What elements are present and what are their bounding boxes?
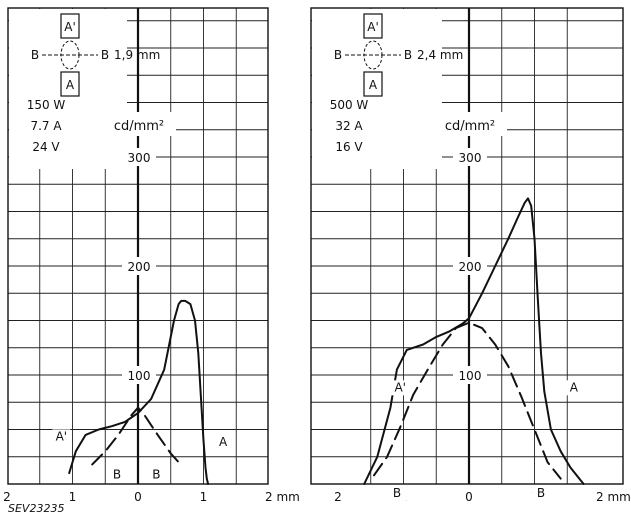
spec-line: 7.7 A bbox=[30, 119, 62, 133]
ytick-mask bbox=[122, 366, 156, 384]
y-axis-label: cd/mm² bbox=[114, 119, 164, 134]
spec-line: 16 V bbox=[335, 140, 363, 154]
y-tick-label: 200 bbox=[459, 260, 482, 274]
ytick-mask bbox=[122, 148, 156, 166]
electrode-top bbox=[60, 13, 80, 39]
electrode-right-label: B bbox=[101, 48, 109, 62]
ytick-mask bbox=[453, 366, 487, 384]
y-tick-label: 100 bbox=[459, 369, 482, 383]
spec-line: 32 A bbox=[335, 119, 363, 133]
electrode-top-label: A' bbox=[64, 20, 76, 34]
x-tick-label: 2 bbox=[3, 490, 11, 504]
spec-line: 24 V bbox=[32, 140, 60, 154]
figure-code: SEV23235 bbox=[8, 502, 64, 515]
x-tick-label: 1 bbox=[200, 490, 208, 504]
y-tick-label: 300 bbox=[459, 151, 482, 165]
chart-panel-1: A' A B B 1,9 mm 150 W 7.7 A 24 V cd/mm² 100 200 300… bbox=[3, 7, 300, 504]
spec-line: 150 W bbox=[27, 98, 66, 112]
annotation-mask bbox=[108, 467, 127, 483]
x-tick-label: 2 mm bbox=[265, 490, 300, 504]
x-tick-label: 2 bbox=[334, 490, 342, 504]
curve-annotation: A bbox=[219, 435, 228, 449]
electrode-right-label: B bbox=[404, 48, 412, 62]
electrode-left-label: B bbox=[334, 48, 342, 62]
chart-panel-2: A' A B B 2,4 mm 500 W 32 A 16 V cd/mm² 100 200 300 2… bbox=[310, 7, 631, 504]
curve-annotation: A' bbox=[56, 429, 68, 443]
x-tick-label: 0 bbox=[465, 490, 473, 504]
series-b-line bbox=[91, 406, 182, 466]
curve-annotation: A' bbox=[394, 380, 406, 394]
annotation-mask bbox=[214, 434, 233, 450]
annotation-mask bbox=[52, 429, 71, 445]
electrode-diagram: A' A B B 2,4 mm bbox=[334, 13, 463, 97]
y-tick-label: 200 bbox=[128, 260, 151, 274]
annotation-mask bbox=[387, 486, 406, 502]
plot-frame bbox=[7, 7, 269, 485]
electrode-left-label: B bbox=[31, 48, 39, 62]
y-tick-label: 300 bbox=[128, 151, 151, 165]
y-tick-label: 100 bbox=[128, 369, 151, 383]
electrode-bottom bbox=[363, 71, 383, 97]
annotation-mask bbox=[564, 380, 583, 396]
annotation-mask bbox=[391, 380, 410, 396]
ytick-mask bbox=[122, 257, 156, 275]
ylabel-mask bbox=[104, 112, 176, 136]
electrode-top-label: A' bbox=[367, 20, 379, 34]
x-tick-label: 0 bbox=[134, 490, 142, 504]
ylabel-mask bbox=[435, 112, 507, 136]
series-b-line bbox=[373, 321, 562, 480]
arc-gap-label: 2,4 mm bbox=[417, 48, 463, 62]
x-tick-label: 1 bbox=[69, 490, 77, 504]
electrode-diagram: A' A B B 1,9 mm bbox=[31, 13, 160, 97]
arc-gap-label: 1,9 mm bbox=[114, 48, 160, 62]
curve-annotation: B bbox=[152, 468, 160, 482]
plot-frame bbox=[310, 7, 624, 485]
series-a-line bbox=[68, 299, 210, 485]
electrode-bottom bbox=[60, 71, 80, 97]
ytick-mask bbox=[453, 148, 487, 166]
curve-annotation: A bbox=[570, 380, 579, 394]
ytick-mask bbox=[453, 257, 487, 275]
annotation-mask bbox=[147, 467, 166, 483]
x-tick-label: 2 mm bbox=[596, 490, 631, 504]
electrode-bottom-label: A bbox=[66, 78, 75, 92]
curve-annotation: B bbox=[393, 486, 401, 500]
electrode-top bbox=[363, 13, 383, 39]
series-a-line bbox=[363, 197, 585, 485]
curve-annotation: B bbox=[113, 468, 121, 482]
y-axis-label: cd/mm² bbox=[445, 119, 495, 134]
electrode-bottom-label: A bbox=[369, 78, 378, 92]
lamp-specs: 500 W 32 A 16 V bbox=[330, 98, 369, 154]
spec-line: 500 W bbox=[330, 98, 369, 112]
annotation-mask bbox=[532, 486, 551, 502]
curve-annotation: B bbox=[537, 486, 545, 500]
lamp-specs: 150 W 7.7 A 24 V bbox=[27, 98, 66, 154]
